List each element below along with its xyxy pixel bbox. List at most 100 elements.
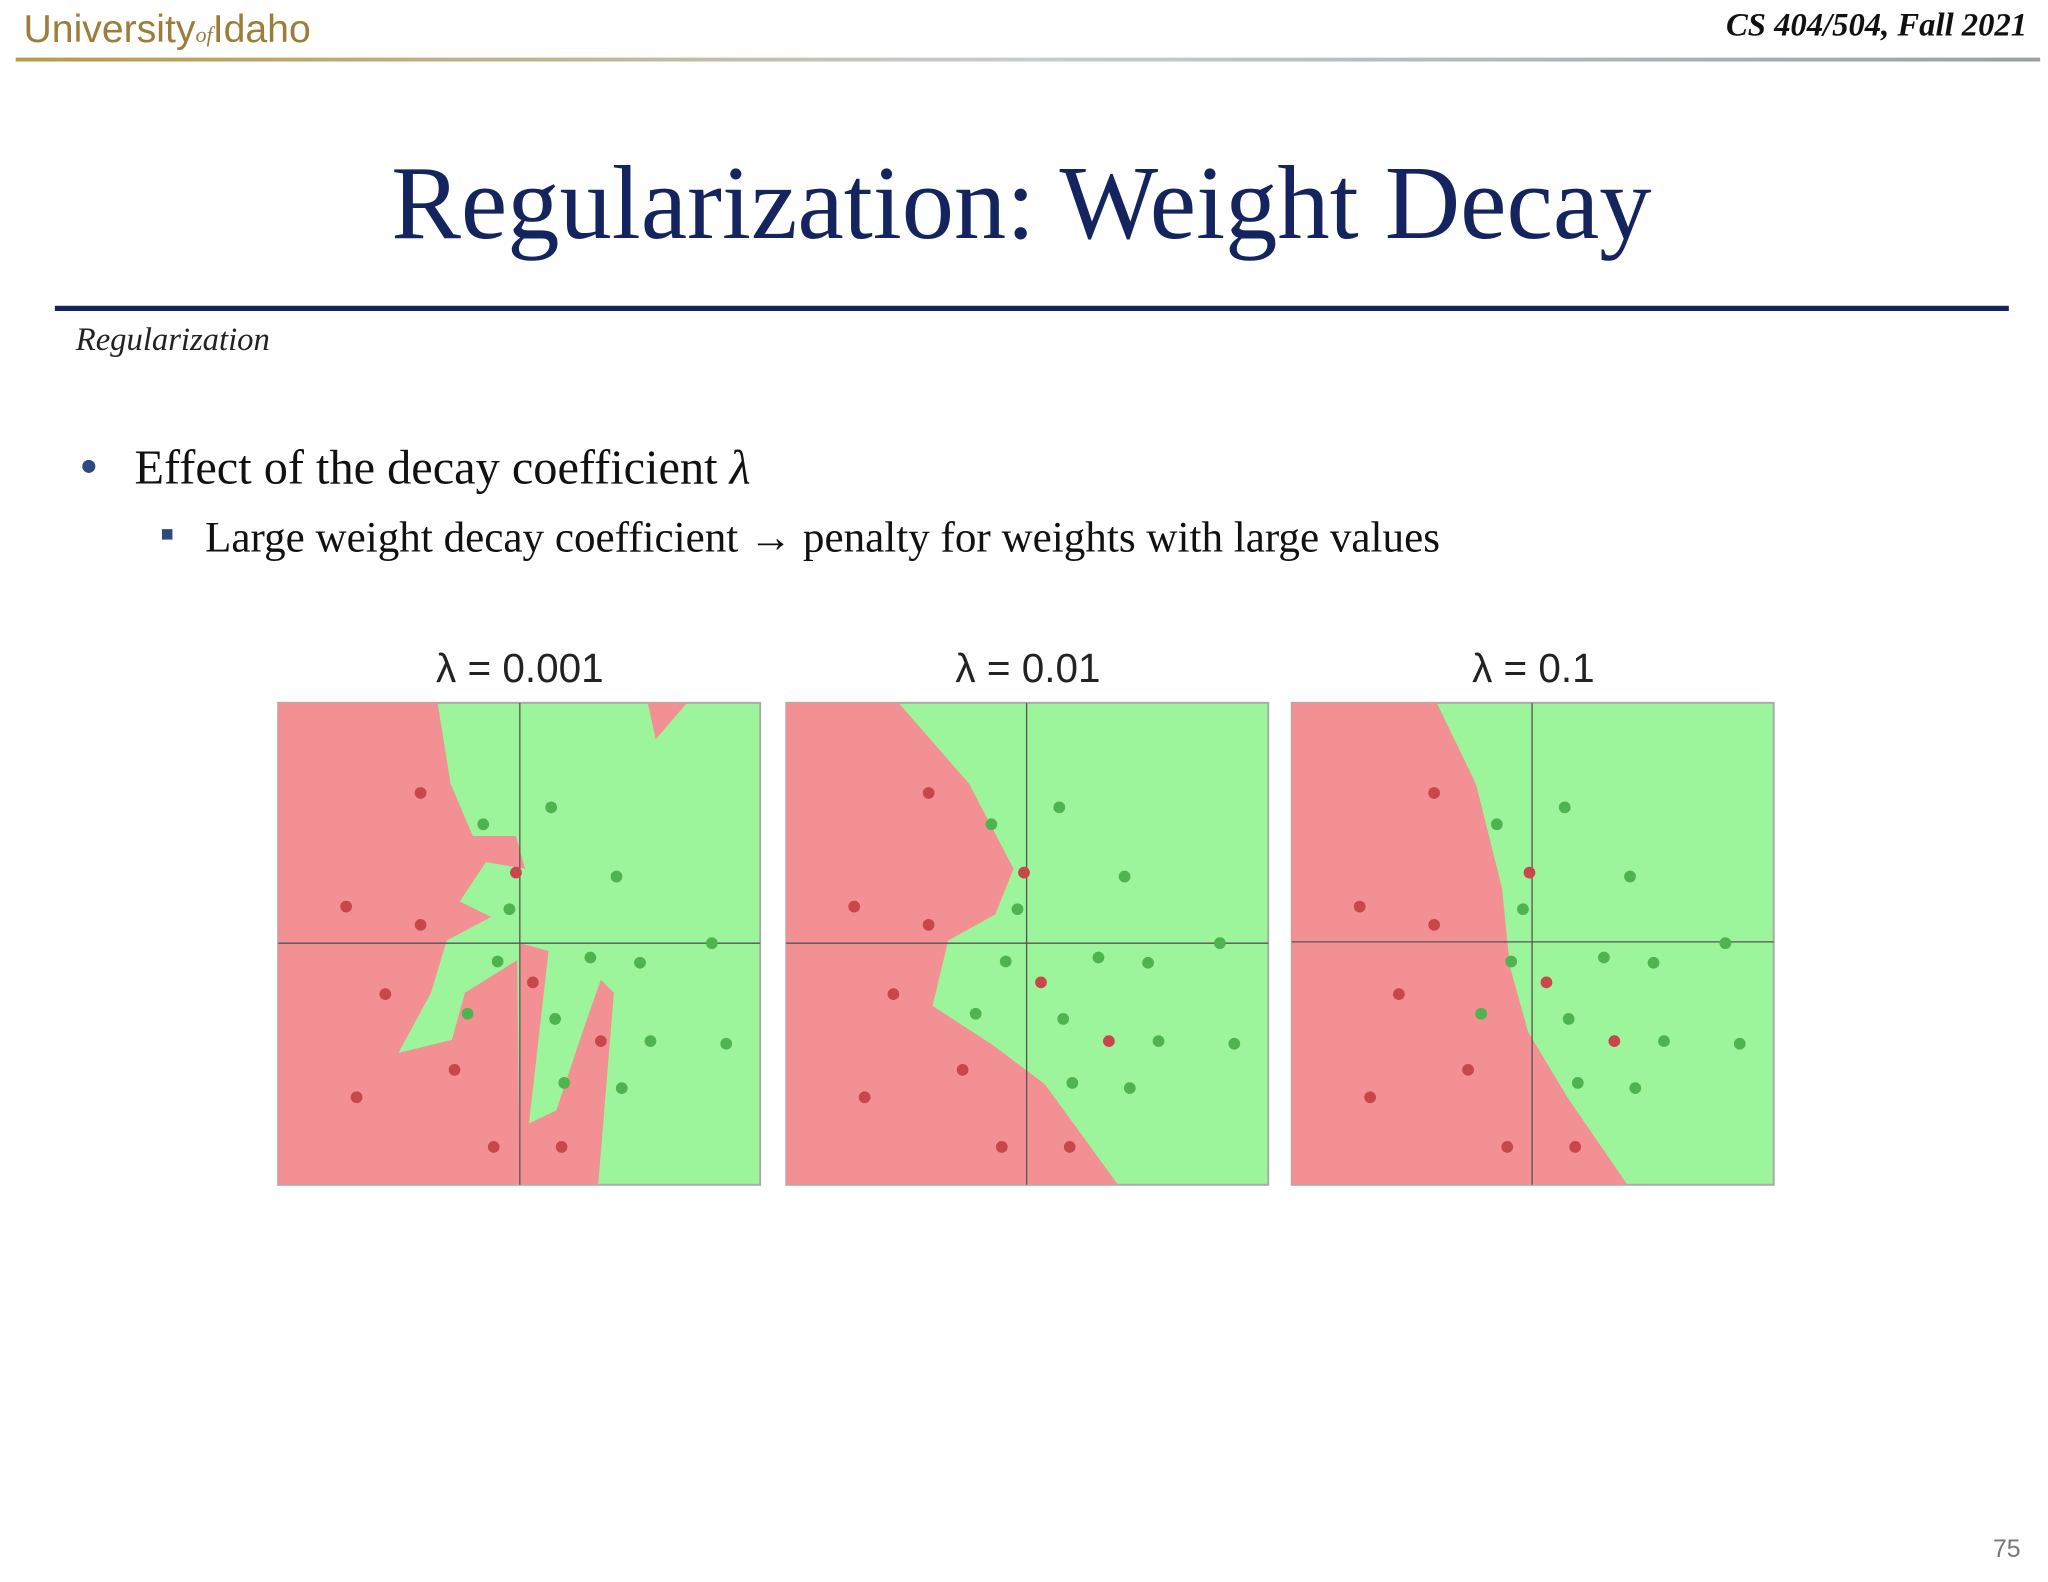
point-green <box>1505 955 1518 968</box>
point-red <box>1428 919 1440 931</box>
point-green <box>1011 903 1024 916</box>
point-red <box>922 919 935 931</box>
point-red <box>1063 1141 1076 1153</box>
point-red <box>350 1091 363 1104</box>
point-green <box>1118 870 1131 883</box>
point-green <box>1490 818 1503 831</box>
header-rule <box>15 57 2041 62</box>
point-green <box>969 1007 982 1020</box>
point-red <box>527 976 539 989</box>
logo-word: of <box>195 22 215 47</box>
panel: λ = 0.01 <box>785 645 1270 1186</box>
point-green <box>1629 1082 1642 1095</box>
point-green <box>461 1007 474 1020</box>
logo-word: University <box>24 8 196 51</box>
point-red <box>956 1063 969 1076</box>
course-label: CS 404/504, Fall 2021 <box>1726 7 2027 43</box>
point-green <box>1228 1037 1241 1050</box>
point-green <box>1475 1007 1488 1020</box>
point-red <box>1353 900 1366 913</box>
point-green <box>720 1037 733 1050</box>
region-red <box>519 943 614 1185</box>
point-red <box>1018 866 1030 879</box>
point-green <box>558 1077 571 1089</box>
point-red <box>922 787 935 799</box>
point-red <box>1103 1035 1115 1047</box>
point-red <box>555 1141 568 1153</box>
point-green <box>615 1082 628 1095</box>
point-green <box>634 956 646 969</box>
point-red <box>1364 1091 1376 1104</box>
point-green <box>610 870 623 883</box>
region-red <box>786 702 1119 1185</box>
point-green <box>1152 1035 1165 1047</box>
title-rule <box>54 305 2009 311</box>
point-red <box>858 1091 871 1104</box>
point-red <box>995 1141 1008 1153</box>
sub-bullet-text: Large weight decay coefficient → penalty… <box>205 514 1440 561</box>
point-red <box>1523 866 1536 879</box>
point-green <box>1092 951 1105 964</box>
point-green <box>644 1035 657 1047</box>
panel-title: λ = 0.1 <box>1472 645 1595 691</box>
point-green <box>1214 937 1226 950</box>
bullet-dot <box>82 459 96 473</box>
point-green <box>1053 801 1066 814</box>
point-green <box>1142 956 1154 969</box>
panel: λ = 0.001 <box>277 645 762 1186</box>
point-green <box>545 801 558 814</box>
panel-title: λ = 0.001 <box>436 645 604 691</box>
region-red <box>1291 702 1628 1185</box>
point-green <box>1562 1013 1575 1025</box>
figure: λ = 0.001 λ = 0.01 λ = 0.1 <box>277 645 1775 1186</box>
point-red <box>1540 976 1553 989</box>
point-green <box>1598 951 1610 964</box>
bullet-symbol: λ <box>728 441 751 494</box>
point-red <box>1462 1063 1474 1076</box>
point-red <box>848 900 861 913</box>
panel-title: λ = 0.01 <box>955 645 1100 691</box>
point-green <box>503 903 516 916</box>
bullet-words: Effect of the decay coefficient <box>135 441 719 494</box>
point-red <box>414 787 427 799</box>
point-red <box>510 866 522 879</box>
point-red <box>887 988 900 1000</box>
point-green <box>1733 1037 1746 1050</box>
section-label: Regularization <box>75 322 270 358</box>
point-red <box>1428 787 1440 799</box>
bullet-text: Effect of the decay coefficient λ <box>135 441 751 494</box>
point-green <box>1719 937 1732 950</box>
point-red <box>1569 1141 1582 1153</box>
point-green <box>1558 801 1571 814</box>
logo-word: Idaho <box>213 8 311 51</box>
point-green <box>549 1013 561 1025</box>
point-green <box>1517 903 1529 916</box>
point-green <box>584 951 597 964</box>
point-red <box>487 1141 500 1153</box>
sub-bullet-square <box>161 529 173 540</box>
panel: λ = 0.1 <box>1290 645 1775 1186</box>
slide-title: Regularization: Weight Decay <box>391 145 1651 261</box>
point-red <box>1608 1035 1621 1047</box>
point-red <box>340 900 352 913</box>
point-green <box>999 955 1012 968</box>
region-red <box>647 702 688 740</box>
point-green <box>985 818 998 831</box>
point-green <box>705 937 718 950</box>
point-green <box>1066 1077 1079 1089</box>
page-number: 75 <box>1993 1536 2021 1563</box>
point-green <box>1647 956 1660 969</box>
logo: UniversityofIdaho <box>24 8 311 51</box>
point-green <box>1057 1013 1070 1025</box>
point-red <box>1501 1141 1514 1153</box>
point-red <box>448 1063 461 1076</box>
point-red <box>1035 976 1047 989</box>
point-red <box>1392 988 1405 1000</box>
point-red <box>379 988 392 1000</box>
point-green <box>477 818 490 831</box>
point-red <box>414 919 427 931</box>
point-red <box>594 1035 607 1047</box>
point-green <box>1123 1082 1136 1095</box>
